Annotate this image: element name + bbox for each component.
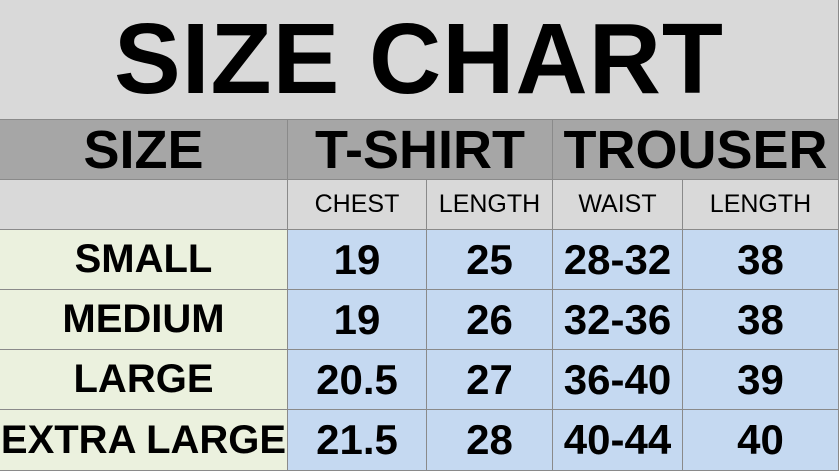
- measurement: 19: [288, 290, 427, 350]
- column-header: TROUSER: [553, 120, 839, 180]
- sub-header: CHEST: [288, 180, 427, 230]
- column-header: SIZE: [0, 120, 288, 180]
- measurement: 27: [427, 350, 553, 410]
- sub-header: LENGTH: [683, 180, 839, 230]
- measurement: 28-32: [553, 230, 683, 290]
- measurement: 26: [427, 290, 553, 350]
- measurement: 32-36: [553, 290, 683, 350]
- measurement: 40-44: [553, 410, 683, 471]
- measurement: 38: [683, 230, 839, 290]
- measurement: 20.5: [288, 350, 427, 410]
- measurement: 36-40: [553, 350, 683, 410]
- measurement: 40: [683, 410, 839, 471]
- size-label: MEDIUM: [0, 290, 288, 350]
- measurement: 21.5: [288, 410, 427, 471]
- measurement: 38: [683, 290, 839, 350]
- measurement: 39: [683, 350, 839, 410]
- size-label: SMALL: [0, 230, 288, 290]
- sub-header: LENGTH: [427, 180, 553, 230]
- empty-cell: [0, 180, 288, 230]
- size-label: LARGE: [0, 350, 288, 410]
- title: SIZE CHART: [0, 0, 839, 120]
- column-header: T-SHIRT: [288, 120, 553, 180]
- measurement: 28: [427, 410, 553, 471]
- sub-header: WAIST: [553, 180, 683, 230]
- measurement: 25: [427, 230, 553, 290]
- size-label: EXTRA LARGE: [0, 410, 288, 471]
- measurement: 19: [288, 230, 427, 290]
